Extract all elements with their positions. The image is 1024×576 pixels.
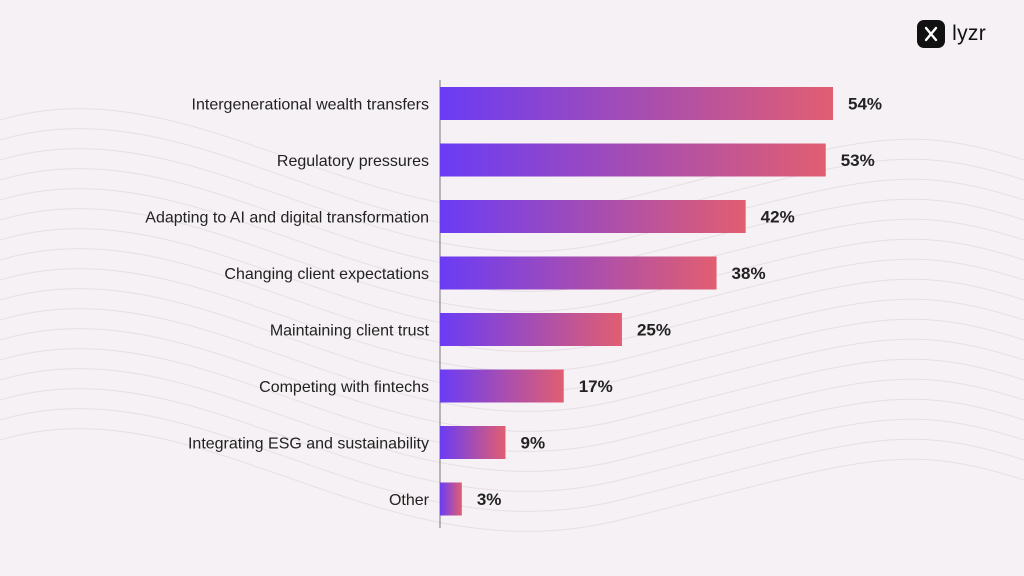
value-label: 53%: [841, 151, 875, 170]
category-label: Competing with fintechs: [259, 379, 429, 396]
value-label: 54%: [848, 95, 882, 114]
bar: [440, 256, 717, 290]
category-label: Changing client expectations: [224, 266, 429, 283]
bar: [440, 482, 462, 516]
brand-logo: lyzr: [917, 20, 986, 48]
bar: [440, 143, 826, 177]
bar: [440, 313, 622, 346]
category-label: Maintaining client trust: [270, 323, 430, 340]
value-label: 42%: [761, 208, 795, 227]
category-label: Regulatory pressures: [277, 153, 429, 170]
value-label: 9%: [521, 434, 546, 453]
bar: [440, 87, 833, 120]
bar: [440, 369, 564, 403]
value-label: 17%: [579, 377, 613, 396]
category-label: Intergenerational wealth transfers: [192, 97, 429, 114]
bar: [440, 200, 746, 233]
value-label: 38%: [732, 264, 766, 283]
category-label: Other: [389, 492, 430, 509]
brand-name: lyzr: [952, 22, 986, 45]
value-label: 25%: [637, 321, 671, 340]
value-label: 3%: [477, 490, 502, 509]
bar: [440, 426, 506, 459]
category-label: Adapting to AI and digital transformatio…: [145, 210, 429, 227]
category-label: Integrating ESG and sustainability: [188, 436, 429, 453]
lyzr-logo-icon: [917, 20, 946, 48]
